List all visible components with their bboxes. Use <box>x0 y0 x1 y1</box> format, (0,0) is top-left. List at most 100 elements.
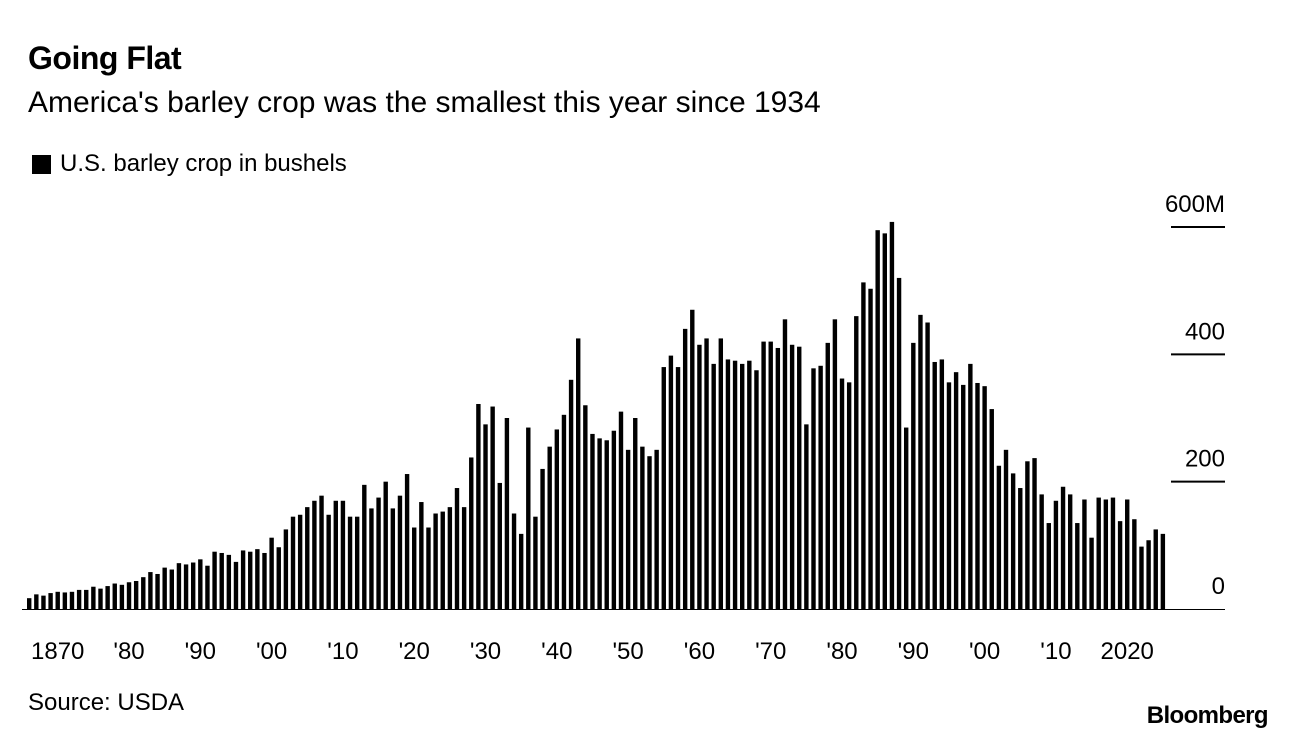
bar-2013 <box>1075 523 1080 609</box>
bar-1883 <box>148 572 153 609</box>
bar-1870 <box>55 591 60 609</box>
bar-1959 <box>690 309 695 609</box>
bar-1987 <box>889 221 895 609</box>
bar-1998 <box>968 363 973 609</box>
bar-1909 <box>333 500 338 609</box>
bar-2021 <box>1132 519 1137 609</box>
bar-1903 <box>290 516 296 609</box>
bar-1908 <box>326 514 331 609</box>
bar-1973 <box>789 344 795 609</box>
bar-1992 <box>925 322 930 609</box>
bar-1985 <box>875 230 880 609</box>
x-tick-label: '70 <box>755 638 786 665</box>
y-tick-label: 0 <box>1212 573 1225 600</box>
chart-title: Going Flat <box>28 40 182 76</box>
bar-1993 <box>932 361 937 609</box>
bar-1950 <box>625 449 631 609</box>
bar-1915 <box>376 497 381 609</box>
bar-1896 <box>240 550 246 609</box>
bar-1941 <box>561 414 567 609</box>
bar-2010 <box>1053 500 1059 609</box>
bar-1978 <box>825 342 830 609</box>
bar-1946 <box>597 438 602 609</box>
bar-1945 <box>590 433 595 609</box>
bar-1877 <box>105 586 110 609</box>
bar-1995 <box>946 382 952 609</box>
bar-1892 <box>212 551 217 609</box>
bar-2023 <box>1146 540 1151 609</box>
bar-1916 <box>383 481 388 609</box>
bloomberg-logo: Bloomberg <box>1146 702 1269 729</box>
bar-1947 <box>604 440 609 609</box>
x-tick-label: '80 <box>113 638 144 665</box>
bar-1966 <box>740 363 745 609</box>
y-tick-label: 600M <box>1165 191 1225 218</box>
bar-1972 <box>782 319 788 609</box>
bar-2014 <box>1082 499 1087 609</box>
bar-1901 <box>276 547 281 609</box>
bar-2004 <box>1010 473 1016 609</box>
bar-1999 <box>975 382 980 609</box>
x-tick-label: '60 <box>684 638 715 665</box>
x-tick-label: '20 <box>399 638 430 665</box>
bar-1981 <box>846 382 852 609</box>
bar-2005 <box>1018 488 1023 609</box>
bar-1961 <box>704 338 709 609</box>
bar-1890 <box>198 559 203 609</box>
y-tick-label: 400 <box>1185 318 1225 345</box>
bar-2015 <box>1089 537 1094 609</box>
x-tick-label: '30 <box>470 638 501 665</box>
bar-2018 <box>1110 497 1116 609</box>
bar-2001 <box>989 409 994 609</box>
x-tick-label: '50 <box>612 638 643 665</box>
x-tick-label: '10 <box>327 638 358 665</box>
bar-1983 <box>861 282 866 609</box>
bar-1932 <box>497 482 502 609</box>
bar-1880 <box>126 582 132 609</box>
source-note: Source: USDA <box>28 689 185 716</box>
bar-1894 <box>226 554 232 609</box>
bar-2003 <box>1003 449 1009 609</box>
bar-1940 <box>554 429 560 609</box>
bar-1958 <box>682 328 688 609</box>
bar-1957 <box>675 367 681 609</box>
bar-1931 <box>490 406 495 609</box>
bar-1889 <box>190 562 196 609</box>
bar-2019 <box>1117 521 1123 609</box>
bar-2007 <box>1032 458 1037 609</box>
bar-1952 <box>640 446 645 609</box>
bar-1919 <box>404 474 410 609</box>
bar-1893 <box>219 552 224 609</box>
bar-1900 <box>269 537 274 609</box>
bar-1948 <box>611 430 617 609</box>
bar-1895 <box>233 561 239 609</box>
bar-1984 <box>868 288 873 609</box>
bar-1964 <box>725 359 731 609</box>
bar-1912 <box>354 516 360 609</box>
bar-2002 <box>996 465 1002 609</box>
bar-1917 <box>390 508 396 609</box>
bar-1990 <box>911 342 916 609</box>
bar-2008 <box>1039 494 1044 609</box>
bar-2025 <box>1160 533 1166 609</box>
bar-1910 <box>340 500 346 609</box>
bar-1988 <box>896 277 902 609</box>
chart-subtitle: America's barley crop was the smallest t… <box>28 86 821 119</box>
bar-1929 <box>476 403 481 609</box>
bar-1979 <box>832 319 838 609</box>
bar-1869 <box>48 593 53 609</box>
bar-1905 <box>305 507 310 609</box>
bar-1885 <box>162 567 167 609</box>
bar-1935 <box>518 533 524 609</box>
bar-1994 <box>939 359 945 609</box>
bar-1882 <box>141 577 146 609</box>
bar-2006 <box>1025 461 1030 609</box>
bar-1943 <box>576 338 581 609</box>
bar-1886 <box>169 569 174 609</box>
bar-1898 <box>255 549 260 609</box>
bar-1938 <box>540 468 545 609</box>
bar-1914 <box>369 508 374 609</box>
bar-1928 <box>469 457 474 609</box>
bar-1924 <box>440 511 445 609</box>
bar-2020 <box>1125 499 1130 609</box>
